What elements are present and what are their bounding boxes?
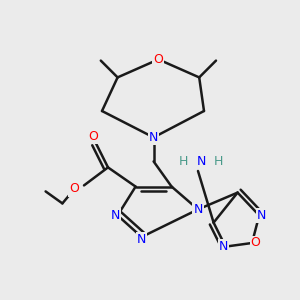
Text: O: O xyxy=(89,130,98,143)
Text: N: N xyxy=(218,240,228,253)
Text: N: N xyxy=(137,233,146,246)
Text: N: N xyxy=(257,209,266,222)
Text: O: O xyxy=(70,182,79,196)
Text: N: N xyxy=(149,131,158,144)
Text: N: N xyxy=(193,203,203,216)
Text: N: N xyxy=(197,155,206,168)
Text: N: N xyxy=(110,209,120,222)
Text: H: H xyxy=(214,155,223,168)
Text: O: O xyxy=(154,53,163,66)
Text: H: H xyxy=(179,155,188,168)
Text: O: O xyxy=(251,236,260,250)
